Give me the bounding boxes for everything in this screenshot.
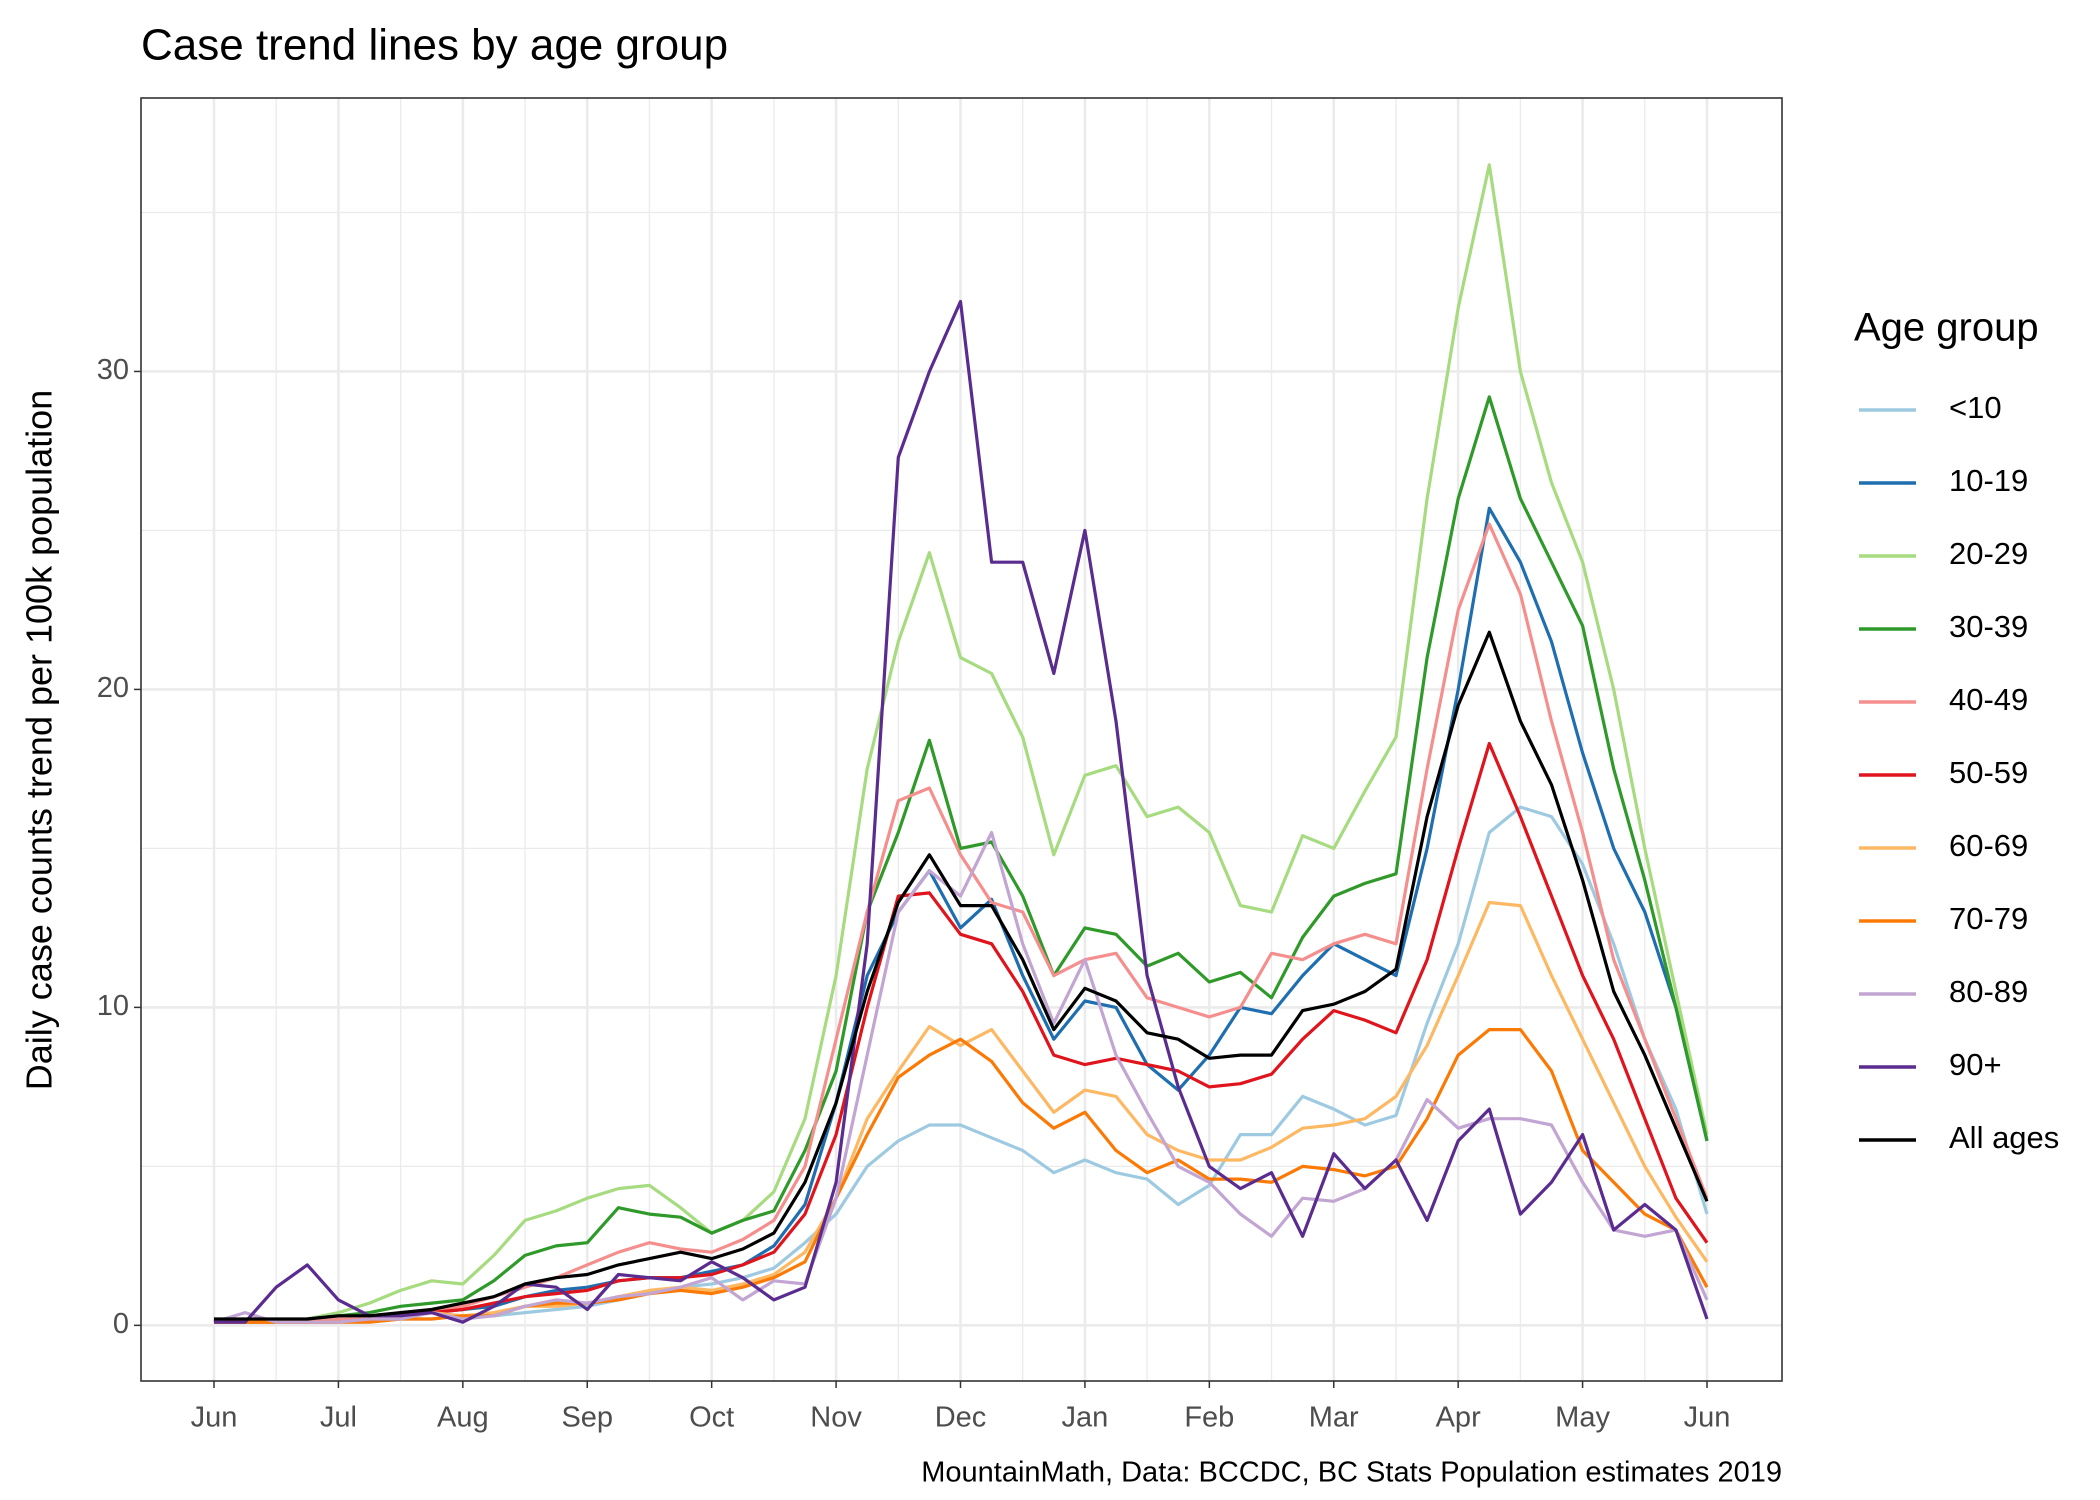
y-tick-label: 0: [113, 1308, 129, 1340]
legend-label: 70-79: [1949, 901, 2028, 936]
legend-label: 40-49: [1949, 682, 2028, 717]
series-line: [213, 830, 1709, 1324]
series-line: [213, 163, 1709, 1324]
x-tick-label: Dec: [935, 1402, 987, 1434]
y-tick-label: 30: [97, 354, 129, 386]
x-tick-label: Aug: [437, 1402, 489, 1434]
legend-label: 20-29: [1949, 536, 2028, 571]
x-tick-label: Oct: [689, 1402, 734, 1434]
legend-label: <10: [1949, 390, 2002, 425]
x-tick-label: May: [1555, 1402, 1610, 1434]
x-tick-label: Jan: [1062, 1402, 1109, 1434]
y-tick-label: 20: [97, 672, 129, 704]
x-tick-label: Nov: [810, 1402, 862, 1434]
y-axis-label: Daily case counts trend per 100k populat…: [19, 390, 60, 1090]
x-tick-label: Jun: [1684, 1402, 1731, 1434]
legend-title: Age group: [1854, 306, 2039, 350]
legend-label: 90+: [1949, 1047, 2002, 1082]
series-line: [214, 630, 1709, 1321]
legend-label: 10-19: [1949, 463, 2028, 498]
legend-label: 50-59: [1949, 755, 2028, 790]
panel-border: [140, 97, 1783, 1382]
caption: MountainMath, Data: BCCDC, BC Stats Popu…: [921, 1457, 1782, 1489]
legend-label: All ages: [1949, 1120, 2059, 1155]
legend-label: 60-69: [1949, 828, 2028, 863]
x-tick-label: Sep: [561, 1402, 613, 1434]
series-line: [214, 522, 1709, 1324]
x-tick-label: Jun: [191, 1402, 238, 1434]
series-line: [214, 741, 1709, 1324]
x-tick-label: Feb: [1184, 1402, 1234, 1434]
legend-label: 80-89: [1949, 974, 2028, 1009]
x-tick-label: Mar: [1309, 1402, 1359, 1434]
x-tick-label: Apr: [1436, 1402, 1481, 1434]
series-line: [214, 1028, 1709, 1324]
series-line: [213, 395, 1709, 1324]
y-tick-label: 10: [97, 990, 129, 1022]
chart-title: Case trend lines by age group: [141, 21, 728, 70]
series-line: [214, 299, 1709, 1324]
x-tick-label: Jul: [320, 1402, 357, 1434]
legend-label: 30-39: [1949, 609, 2028, 644]
